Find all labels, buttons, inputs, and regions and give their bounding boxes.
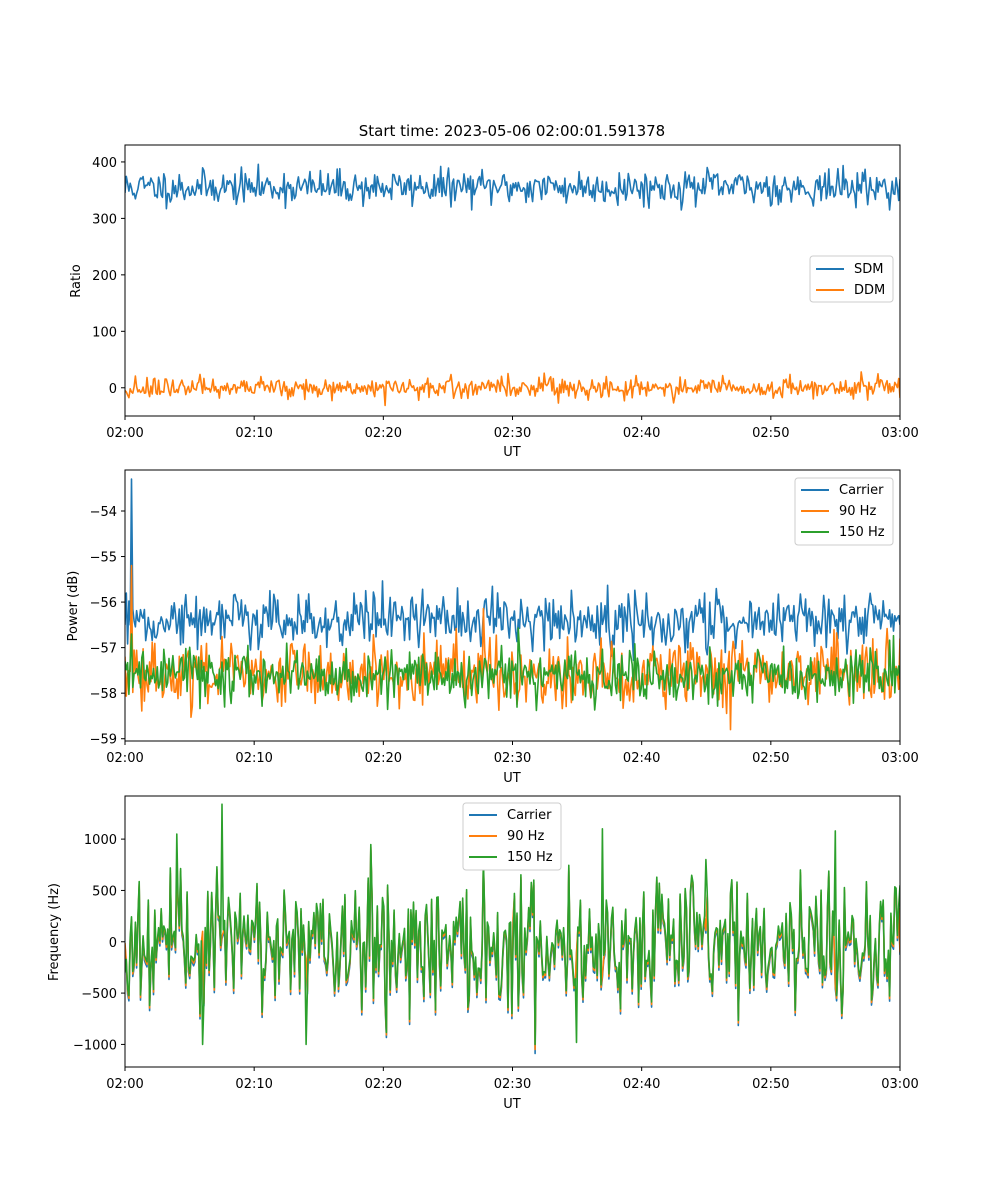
frequency-legend-label-90hz: 90 Hz (507, 829, 544, 844)
power-chart: 02:00 02:10 02:20 02:30 02:40 02:50 03:00 −54−… (66, 469, 919, 786)
power-legend-label-carrier: Carrier (839, 483, 884, 498)
ratio-x-tick-label: 02:00 (106, 426, 143, 441)
power-x-tick-label: 02:30 (494, 751, 531, 766)
frequency-x-tick-label: 03:00 (881, 1077, 918, 1092)
ratio-y-axis-label: Ratio (69, 264, 84, 297)
figure-title: Start time: 2023-05-06 02:00:01.591378 (359, 122, 665, 140)
power-y-axis-label: Power (dB) (66, 571, 81, 642)
ratio-series-ddm (125, 371, 900, 407)
ratio-legend-label-sdm: SDM (854, 262, 883, 277)
power-x-ticks: 02:00 02:10 02:20 02:30 02:40 02:50 03:00 (106, 741, 919, 766)
power-legend-label-150hz: 150 Hz (839, 525, 885, 540)
ratio-y-tick-label: 0 (109, 382, 117, 397)
frequency-series-150-hz (125, 803, 900, 1046)
power-series-layer (125, 478, 900, 731)
ratio-x-axis-label: UT (503, 445, 521, 460)
ratio-y-tick-label: 300 (92, 212, 117, 227)
frequency-y-tick-label: 500 (92, 884, 117, 899)
power-x-tick-label: 02:20 (365, 751, 402, 766)
ratio-legend-label-ddm: DDM (854, 283, 885, 298)
ratio-x-tick-label: 02:30 (494, 426, 531, 441)
frequency-series-layer (125, 803, 900, 1055)
power-x-tick-label: 02:00 (106, 751, 143, 766)
ratio-chart: 02:00 02:10 02:20 02:30 02:40 02:50 03:00 0 100… (69, 144, 919, 460)
frequency-legend-label-150hz: 150 Hz (507, 850, 553, 865)
frequency-y-ticks: 1000 500 0 −500 −1000 (73, 833, 125, 1053)
frequency-chart: 02:00 02:10 02:20 02:30 02:40 02:50 03:00 1000… (47, 795, 919, 1112)
frequency-y-tick-label: −500 (81, 987, 117, 1002)
ratio-x-ticks: 02:00 02:10 02:20 02:30 02:40 02:50 03:00 (106, 416, 919, 441)
power-series-90-hz (125, 564, 900, 731)
frequency-x-tick-label: 02:20 (365, 1077, 402, 1092)
power-y-ticks: −54 −55 −56 −57 −58 −59 (90, 505, 125, 748)
power-legend-box (794, 477, 894, 546)
power-x-tick-label: 02:40 (623, 751, 660, 766)
power-series-carrier (125, 478, 900, 662)
ratio-x-tick-label: 02:50 (752, 426, 789, 441)
power-y-tick-label: −56 (90, 596, 117, 611)
frequency-x-tick-label: 02:40 (623, 1077, 660, 1092)
ratio-y-tick-label: 200 (92, 269, 117, 284)
frequency-x-axis-label: UT (503, 1097, 521, 1112)
frequency-legend-label-carrier: Carrier (507, 808, 552, 823)
ratio-x-tick-label: 03:00 (881, 426, 918, 441)
power-y-tick-label: −59 (90, 733, 117, 748)
power-x-axis-label: UT (503, 771, 521, 786)
ratio-x-tick-label: 02:20 (365, 426, 402, 441)
power-legend-label-90hz: 90 Hz (839, 504, 876, 519)
ratio-y-tick-label: 100 (92, 325, 117, 340)
frequency-y-tick-label: 0 (109, 936, 117, 951)
power-y-tick-label: −58 (90, 687, 117, 702)
ratio-series-layer (125, 163, 900, 407)
ratio-y-tick-label: 400 (92, 156, 117, 171)
power-series-150-hz (125, 627, 900, 712)
frequency-x-tick-label: 02:00 (106, 1077, 143, 1092)
power-x-tick-label: 02:10 (235, 751, 272, 766)
power-x-tick-label: 03:00 (881, 751, 918, 766)
ratio-x-tick-label: 02:10 (235, 426, 272, 441)
power-legend: Carrier 90 Hz 150 Hz (794, 477, 894, 546)
power-x-tick-label: 02:50 (752, 751, 789, 766)
power-y-tick-label: −54 (90, 505, 117, 520)
power-y-tick-label: −55 (90, 551, 117, 566)
ratio-series-sdm (125, 163, 900, 211)
ratio-legend: SDM DDM (809, 255, 894, 303)
frequency-y-tick-label: −1000 (73, 1038, 117, 1053)
power-y-tick-label: −57 (90, 642, 117, 657)
frequency-y-tick-label: 1000 (84, 833, 117, 848)
ratio-x-tick-label: 02:40 (623, 426, 660, 441)
frequency-x-tick-label: 02:50 (752, 1077, 789, 1092)
frequency-x-ticks: 02:00 02:10 02:20 02:30 02:40 02:50 03:00 (106, 1067, 919, 1092)
ratio-y-ticks: 0 100 200 300 400 (92, 156, 125, 397)
frequency-legend: Carrier 90 Hz 150 Hz (462, 802, 562, 871)
frequency-y-axis-label: Frequency (Hz) (47, 883, 62, 981)
frequency-x-tick-label: 02:30 (494, 1077, 531, 1092)
frequency-legend-box (462, 802, 562, 871)
frequency-x-tick-label: 02:10 (235, 1077, 272, 1092)
